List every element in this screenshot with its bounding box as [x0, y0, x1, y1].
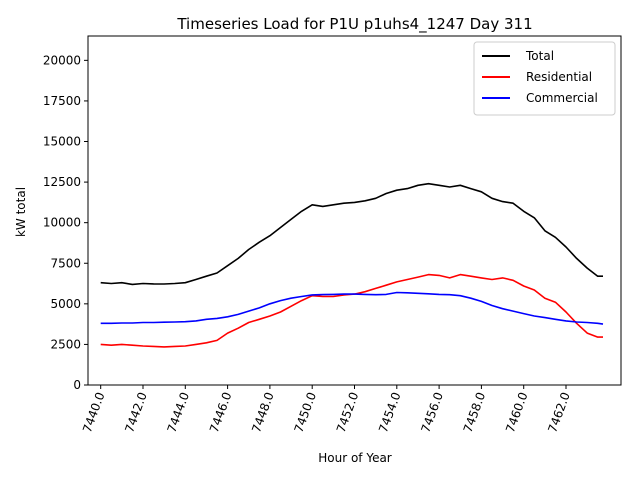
x-tick-label: 7460.0	[503, 390, 531, 434]
x-tick-label: 7454.0	[376, 390, 404, 434]
legend-frame	[473, 41, 616, 116]
chart-title: Timeseries Load for P1U p1uhs4_1247 Day …	[176, 15, 532, 34]
y-tick-label: 0	[73, 378, 81, 392]
y-tick-label: 7500	[50, 256, 81, 270]
y-tick-label: 10000	[43, 216, 81, 230]
legend: Total Residential Commercial	[473, 41, 616, 116]
series-line-total	[100, 182, 603, 286]
plot-frame	[87, 35, 622, 386]
x-tick-label: 7446.0	[207, 390, 235, 434]
x-tick-label: 7462.0	[545, 390, 573, 434]
y-tick-label: 2500	[50, 337, 81, 351]
y-axis-label: kW total	[14, 187, 28, 237]
x-tick-label: 7452.0	[334, 390, 362, 434]
y-tick-label: 20000	[43, 53, 81, 67]
x-tick-label: 7442.0	[122, 390, 150, 434]
x-tick-label: 7448.0	[249, 390, 277, 434]
series-layer	[100, 182, 604, 348]
x-tick-label: 7444.0	[165, 390, 193, 434]
series-line-commercial	[100, 291, 604, 325]
legend-label-commercial: Commercial	[526, 91, 598, 105]
x-tick-label: 7450.0	[291, 390, 319, 434]
legend-label-total: Total	[525, 49, 554, 63]
x-tick-label: 7440.0	[80, 390, 108, 434]
x-axis-label: Hour of Year	[318, 451, 392, 465]
y-tick-label: 5000	[50, 297, 81, 311]
y-tick-label: 17500	[43, 94, 81, 108]
y-tick-label: 15000	[43, 135, 81, 149]
x-tick-label: 7458.0	[461, 390, 489, 434]
x-tick-label: 7456.0	[418, 390, 446, 434]
legend-label-residential: Residential	[526, 70, 592, 84]
y-tick-label: 12500	[43, 175, 81, 189]
